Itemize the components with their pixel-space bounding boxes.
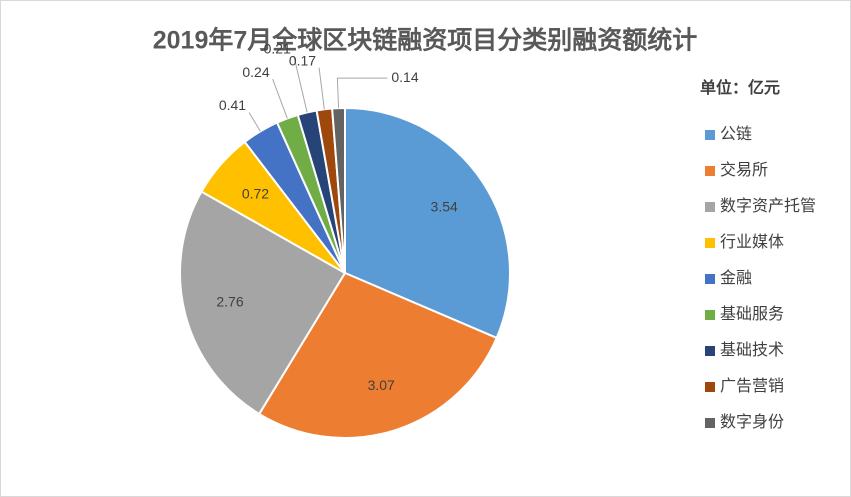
legend-swatch	[705, 346, 715, 356]
legend-label: 行业媒体	[720, 233, 784, 251]
legend-swatch	[705, 202, 715, 212]
data-label: 3.54	[431, 198, 458, 214]
leader-line	[336, 77, 388, 109]
legend-label: 数字资产托管	[720, 197, 816, 215]
pie-slice	[257, 271, 498, 439]
legend-label: 交易所	[720, 161, 768, 179]
legend-label: 公链	[720, 125, 752, 143]
pie-slice	[344, 106, 511, 340]
data-label: 0.21	[264, 41, 291, 57]
legend-label: 广告营销	[720, 377, 784, 395]
legend-swatch	[705, 310, 715, 320]
data-label: 0.72	[242, 186, 269, 202]
pie-slice	[179, 190, 347, 416]
leader-line	[272, 78, 288, 119]
legend-swatch	[705, 382, 715, 392]
data-label: 3.07	[368, 377, 395, 393]
legend-swatch	[705, 238, 715, 248]
legend-swatch	[705, 130, 715, 140]
legend-swatch	[705, 274, 715, 284]
legend-label: 基础服务	[720, 305, 784, 323]
leader-line	[318, 67, 325, 110]
data-label: 0.14	[391, 69, 418, 85]
legend-swatch	[705, 418, 715, 428]
legend-label: 金融	[720, 269, 752, 287]
leader-line	[248, 112, 261, 132]
data-label: 0.41	[219, 97, 246, 113]
legend-swatch	[705, 166, 715, 176]
chart-title: 2019年7月全球区块链融资项目分类别融资额统计	[153, 26, 698, 55]
legend-label: 基础技术	[720, 341, 784, 359]
leader-line	[293, 55, 308, 113]
data-label: 2.76	[216, 294, 243, 310]
legend-label: 数字身份	[720, 413, 784, 431]
data-label: 0.24	[242, 64, 269, 80]
data-label: 0.17	[289, 52, 316, 68]
unit-label: 单位：亿元	[700, 78, 780, 97]
